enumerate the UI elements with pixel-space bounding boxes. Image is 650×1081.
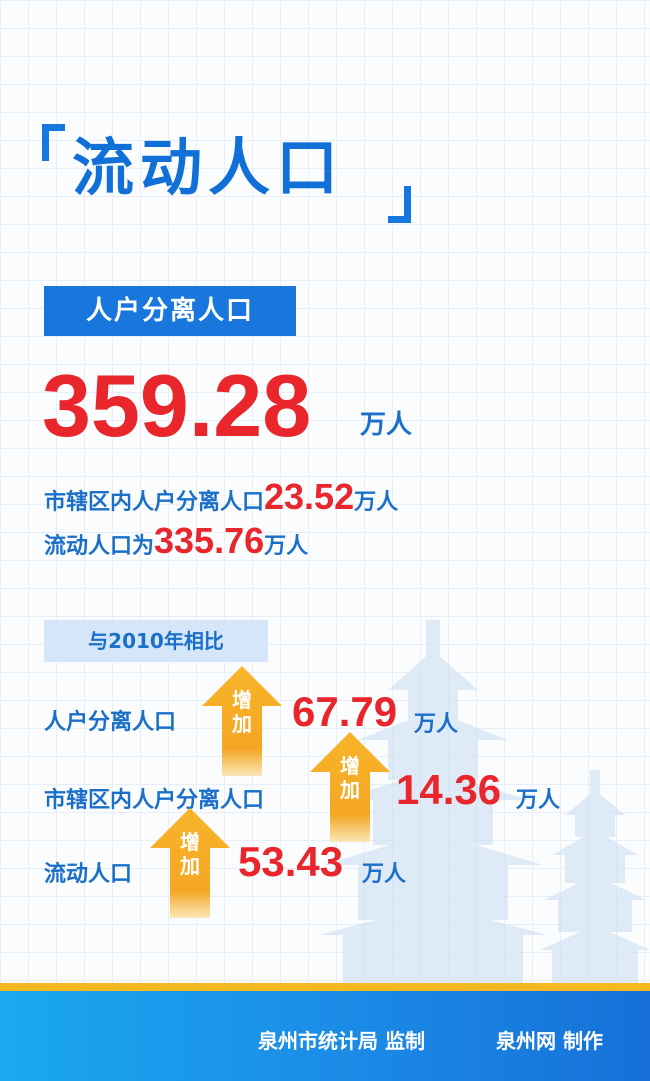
detail-value: 335.76 [154,520,265,561]
detail-label: 流动人口为 [44,534,155,559]
comparison-row-3-unit: 万人 [362,862,407,887]
up-arrow-icon: 增加 [310,732,390,842]
page-title: 流动人口 [72,131,345,204]
comparison-row-3-label: 流动人口 [44,862,133,887]
detail-value: 23.52 [264,476,355,517]
detail-unit: 万人 [354,490,399,515]
increase-label: 增加 [232,688,252,736]
comparison-banner: 与2010年相比 [44,620,268,662]
section-banner: 人户分离人口 [44,286,296,336]
pagoda-illustration-large [318,620,548,985]
footer-bar: 泉州市统计局 监制 泉州网 制作 [0,991,650,1081]
comparison-row-1-value: 67.79 [292,688,398,735]
title-frame-bottom-right [388,186,411,223]
detail-line-2: 流动人口为335.76万人 [44,520,308,562]
comparison-row-2-label: 市辖区内人户分离人口 [44,788,265,813]
up-arrow-icon: 增加 [202,666,282,776]
total-unit: 万人 [360,410,413,440]
comparison-row-1-label: 人户分离人口 [44,710,177,735]
detail-unit: 万人 [264,534,309,559]
footer-supervisor: 泉州市统计局 监制 [258,1029,425,1053]
total-value: 359.28 [42,356,312,455]
comparison-row-1-unit: 万人 [414,712,459,737]
pagoda-illustration-small [540,770,650,985]
detail-line-1: 市辖区内人户分离人口23.52万人 [44,476,398,518]
footer-stripe [0,983,650,991]
title-frame-top-left [42,124,65,161]
comparison-row-3-value: 53.43 [238,838,344,885]
up-arrow-icon: 增加 [150,808,230,918]
increase-label: 增加 [180,830,200,878]
footer-producer: 泉州网 制作 [496,1029,603,1053]
comparison-row-2-value: 14.36 [396,766,502,813]
detail-label: 市辖区内人户分离人口 [44,490,265,515]
comparison-row-2-unit: 万人 [516,788,561,813]
increase-label: 增加 [340,754,360,802]
